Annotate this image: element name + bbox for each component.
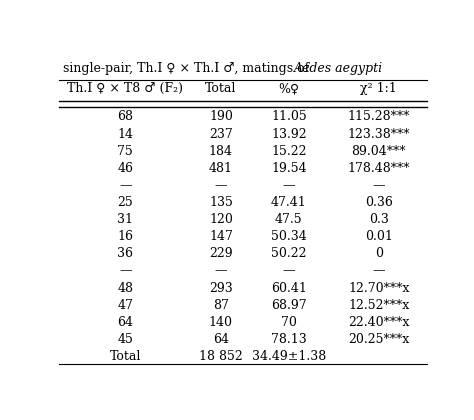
Text: —: — xyxy=(119,179,132,192)
Text: 11.05: 11.05 xyxy=(271,110,307,123)
Text: 12.70***x: 12.70***x xyxy=(348,282,410,295)
Text: 47: 47 xyxy=(118,299,133,312)
Text: 14: 14 xyxy=(118,128,133,141)
Text: 70: 70 xyxy=(281,316,297,329)
Text: 229: 229 xyxy=(209,247,233,260)
Text: 87: 87 xyxy=(213,299,229,312)
Text: 16: 16 xyxy=(118,230,133,243)
Text: 0: 0 xyxy=(375,247,383,260)
Text: 47.5: 47.5 xyxy=(275,213,303,226)
Text: 22.40***x: 22.40***x xyxy=(348,316,410,329)
Text: 50.34: 50.34 xyxy=(271,230,307,243)
Text: %♀: %♀ xyxy=(278,82,300,95)
Text: 89.04***: 89.04*** xyxy=(352,144,406,158)
Text: 120: 120 xyxy=(209,213,233,226)
Text: Total: Total xyxy=(109,350,141,363)
Text: —: — xyxy=(373,265,385,278)
Text: 64: 64 xyxy=(118,316,133,329)
Text: 115.28***: 115.28*** xyxy=(347,110,410,123)
Text: 190: 190 xyxy=(209,110,233,123)
Text: 184: 184 xyxy=(209,144,233,158)
Text: 0.36: 0.36 xyxy=(365,196,393,209)
Text: 140: 140 xyxy=(209,316,233,329)
Text: Total: Total xyxy=(205,82,237,95)
Text: 293: 293 xyxy=(209,282,233,295)
Text: 50.22: 50.22 xyxy=(271,247,307,260)
Text: 178.48***: 178.48*** xyxy=(347,162,410,175)
Text: 47.41: 47.41 xyxy=(271,196,307,209)
Text: 75: 75 xyxy=(118,144,133,158)
Text: 123.38***: 123.38*** xyxy=(347,128,410,141)
Text: 31: 31 xyxy=(118,213,133,226)
Text: 19.54: 19.54 xyxy=(271,162,307,175)
Text: 45: 45 xyxy=(118,333,133,346)
Text: single-pair, Th.I ♀ × Th.I ♂, matings of: single-pair, Th.I ♀ × Th.I ♂, matings of xyxy=(63,62,313,75)
Text: 18 852: 18 852 xyxy=(199,350,243,363)
Text: 481: 481 xyxy=(209,162,233,175)
Text: 60.41: 60.41 xyxy=(271,282,307,295)
Text: 12.52***x: 12.52***x xyxy=(348,299,410,312)
Text: —: — xyxy=(215,179,227,192)
Text: 0.01: 0.01 xyxy=(365,230,393,243)
Text: —: — xyxy=(283,265,295,278)
Text: 15.22: 15.22 xyxy=(271,144,307,158)
Text: 20.25***x: 20.25***x xyxy=(348,333,410,346)
Text: 36: 36 xyxy=(118,247,133,260)
Text: 237: 237 xyxy=(209,128,233,141)
Text: 13.92: 13.92 xyxy=(271,128,307,141)
Text: 68.97: 68.97 xyxy=(271,299,307,312)
Text: χ² 1:1: χ² 1:1 xyxy=(360,82,397,95)
Text: —: — xyxy=(373,179,385,192)
Text: 0.3: 0.3 xyxy=(369,213,389,226)
Text: —: — xyxy=(119,265,132,278)
Text: 34.49±1.38: 34.49±1.38 xyxy=(252,350,326,363)
Text: 48: 48 xyxy=(118,282,133,295)
Text: 25: 25 xyxy=(118,196,133,209)
Text: —: — xyxy=(283,179,295,192)
Text: 135: 135 xyxy=(209,196,233,209)
Text: 147: 147 xyxy=(209,230,233,243)
Text: 64: 64 xyxy=(213,333,229,346)
Text: —: — xyxy=(215,265,227,278)
Text: Th.I ♀ × T8 ♂ (F₂): Th.I ♀ × T8 ♂ (F₂) xyxy=(67,82,183,95)
Text: 46: 46 xyxy=(118,162,133,175)
Text: Aedes aegypti: Aedes aegypti xyxy=(293,62,383,75)
Text: 78.13: 78.13 xyxy=(271,333,307,346)
Text: 68: 68 xyxy=(118,110,133,123)
